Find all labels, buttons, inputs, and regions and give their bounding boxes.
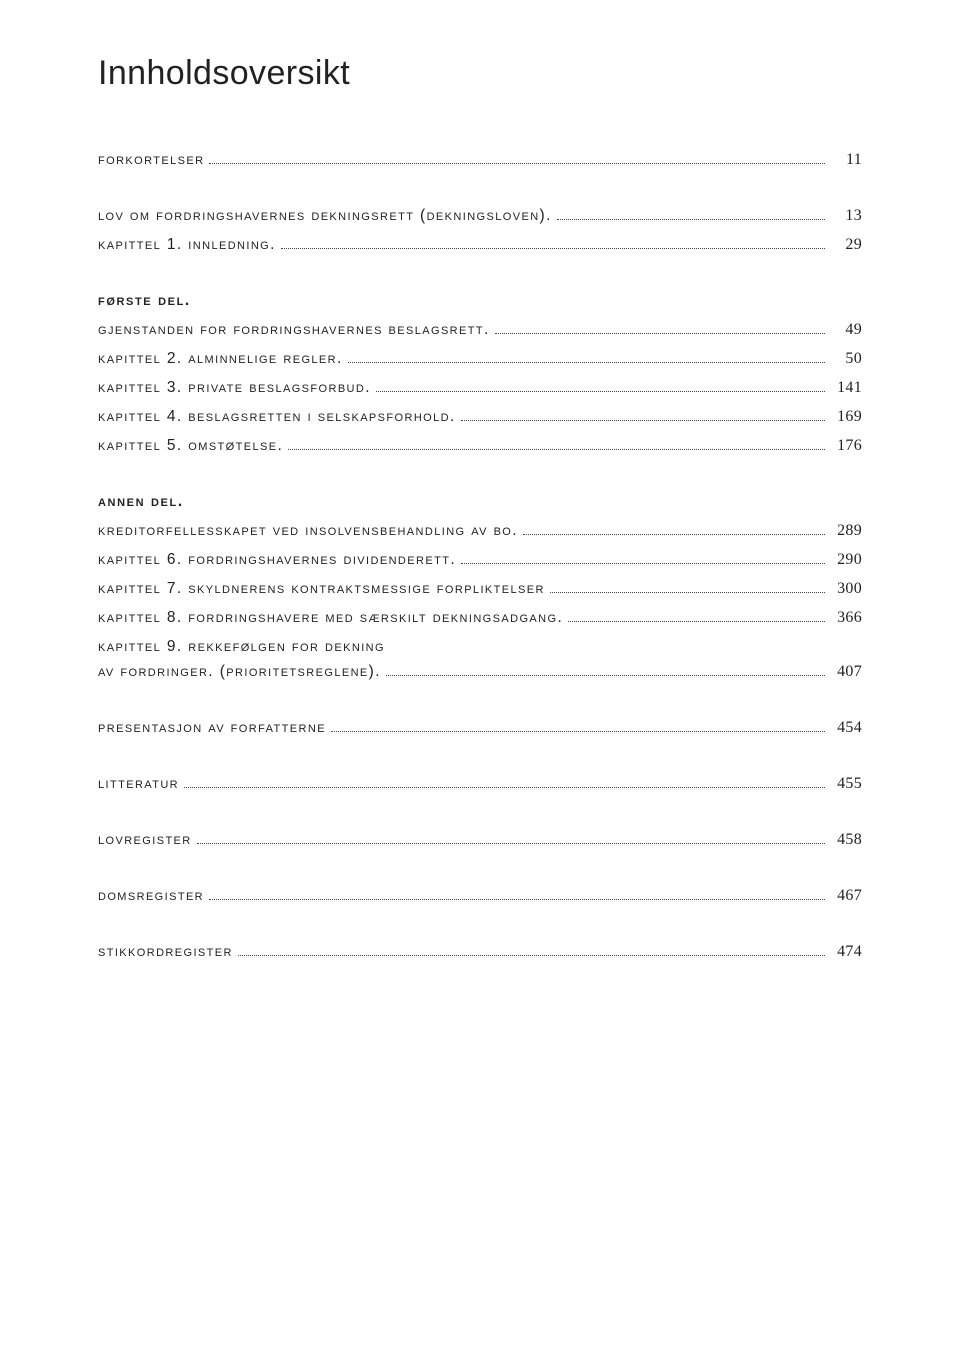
toc-entry-label: kapittel 6. fordringshavernes dividender… [98,551,456,569]
toc-entry-page: 455 [830,775,862,793]
toc-entry: lov om fordringshavernes dekningsrett (d… [98,207,862,225]
toc-entry: forkortelser 11 [98,151,862,169]
toc-gap [98,748,862,775]
toc-entry-label: kapittel 4. beslagsretten i selskapsforh… [98,408,456,426]
toc-entry-label: lov om fordringshavernes dekningsrett (d… [98,207,552,225]
toc-entry: kapittel 8. fordringshavere med særskilt… [98,609,862,627]
toc-entry: lovregister 458 [98,831,862,849]
toc-gap [98,804,862,831]
toc-entry: litteratur 455 [98,775,862,793]
toc-leader-dots [568,621,825,622]
toc-entry: presentasjon av forfatterne 454 [98,719,862,737]
toc-leader-dots [331,731,825,732]
toc-entry-label: kapittel 2. alminnelige regler. [98,350,343,368]
toc-leader-dots [238,955,825,956]
toc-leader-dots [461,420,825,421]
toc-entry-label: domsregister [98,887,204,905]
toc-entry-page: 407 [830,663,862,681]
toc-gap [98,860,862,887]
toc-leader-dots [184,787,825,788]
table-of-contents: forkortelser 11 lov om fordringshavernes d… [98,151,862,961]
toc-gap [98,180,862,207]
toc-entry-label: litteratur [98,775,179,793]
toc-entry-label: kapittel 7. skyldnerens kontraktsmessige… [98,580,545,598]
toc-entry: kapittel 2. alminnelige regler. 50 [98,350,862,368]
toc-entry-label: kreditorfellesskapet ved insolvensbehand… [98,522,518,540]
toc-leader-dots [197,843,825,844]
toc-leader-dots [495,333,825,334]
toc-entry: kreditorfellesskapet ved insolvensbehand… [98,522,862,540]
toc-entry-page: 454 [830,719,862,737]
toc-entry-page: 290 [830,551,862,569]
toc-entry-label: gjenstanden for fordringshavernes beslag… [98,321,490,339]
toc-entry-page: 13 [830,207,862,225]
toc-entry-page: 467 [830,887,862,905]
toc-entry-page: 300 [830,580,862,598]
toc-entry-label: kapittel 3. private beslagsforbud. [98,379,371,397]
toc-section-head: første del. [98,292,862,310]
toc-entry: domsregister 467 [98,887,862,905]
toc-entry: kapittel 3. private beslagsforbud. 141 [98,379,862,397]
toc-entry-label: presentasjon av forfatterne [98,719,326,737]
toc-entry: kapittel 5. omstøtelse. 176 [98,437,862,455]
toc-entry-label: av fordringer. (prioritetsreglene). [98,663,381,681]
toc-entry-page: 50 [830,350,862,368]
toc-entry-page: 474 [830,943,862,961]
toc-entry-page: 49 [830,321,862,339]
toc-leader-dots [461,563,825,564]
toc-leader-dots [523,534,825,535]
toc-entry-label: kapittel 9. rekkefølgen for dekning [98,638,385,656]
toc-entry-label: lovregister [98,831,192,849]
toc-entry-page: 11 [830,151,862,169]
toc-entry-label: kapittel 8. fordringshavere med særskilt… [98,609,563,627]
toc-entry-label: stikkordregister [98,943,233,961]
toc-entry-page: 176 [830,437,862,455]
toc-entry-page: 289 [830,522,862,540]
toc-entry-page: 29 [830,236,862,254]
page-title: Innholdsoversikt [98,54,862,93]
toc-entry: av fordringer. (prioritetsreglene). 407 [98,663,862,681]
toc-gap [98,466,862,493]
toc-entry-page: 141 [830,379,862,397]
toc-leader-dots [386,675,825,676]
toc-entry-page: 169 [830,408,862,426]
toc-leader-dots [557,219,825,220]
toc-entry: kapittel 9. rekkefølgen for dekning [98,638,862,656]
toc-leader-dots [550,592,825,593]
toc-leader-dots [288,449,825,450]
toc-entry-label: kapittel 5. omstøtelse. [98,437,283,455]
toc-entry: kapittel 7. skyldnerens kontraktsmessige… [98,580,862,598]
toc-entry: stikkordregister 474 [98,943,862,961]
toc-gap [98,265,862,292]
toc-entry-page: 366 [830,609,862,627]
toc-entry: kapittel 6. fordringshavernes dividender… [98,551,862,569]
toc-section-head: annen del. [98,493,862,511]
toc-leader-dots [209,899,825,900]
toc-leader-dots [209,163,825,164]
toc-gap [98,916,862,943]
toc-leader-dots [281,248,825,249]
toc-gap [98,692,862,719]
toc-entry-label: forkortelser [98,151,204,169]
toc-leader-dots [376,391,825,392]
toc-entry: kapittel 1. innledning. 29 [98,236,862,254]
toc-leader-dots [348,362,825,363]
toc-entry: kapittel 4. beslagsretten i selskapsforh… [98,408,862,426]
toc-entry-page: 458 [830,831,862,849]
toc-entry-label: kapittel 1. innledning. [98,236,276,254]
toc-entry: gjenstanden for fordringshavernes beslag… [98,321,862,339]
